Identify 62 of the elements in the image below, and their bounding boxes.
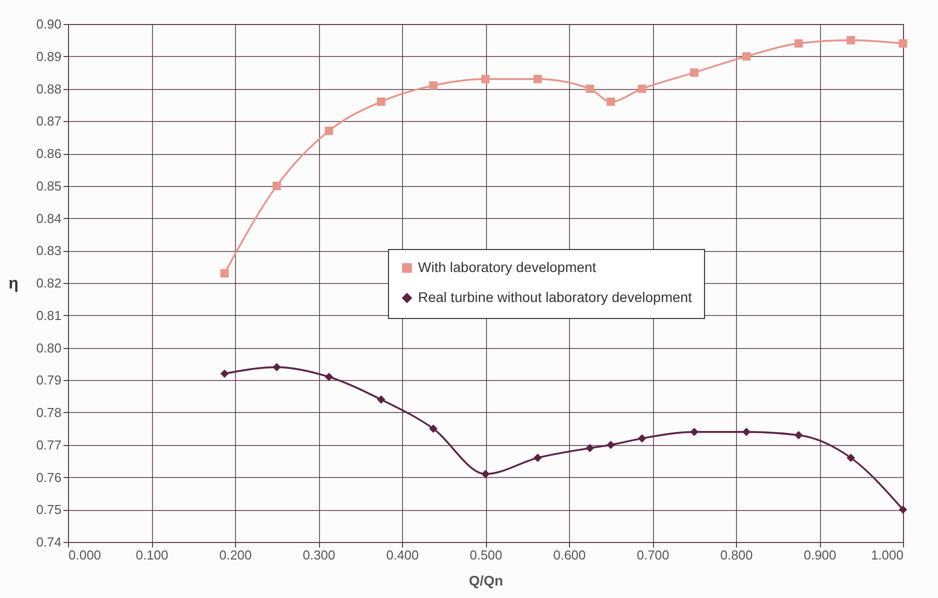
y-axis-title: η [8,276,18,292]
legend-label: With laboratory development [418,259,596,275]
point [481,74,490,84]
point [794,39,803,48]
point [846,454,855,462]
x-axis-title: Q/Qn [468,572,504,588]
point [429,81,438,90]
point [606,98,615,106]
point [534,454,542,462]
x-tick-label: 0.000 [68,548,102,562]
x-tick-label: 0.700 [636,548,670,562]
point [898,39,908,48]
y-tick-label: 0.87 [36,114,62,129]
point [272,182,281,190]
point [742,428,751,436]
y-tick-label: 0.80 [36,340,62,356]
x-tick-label: 0.600 [553,548,586,562]
y-tick-label: 0.82 [36,276,62,290]
y-tick-label: 0.81 [36,308,62,323]
y-tick-label: 0.89 [36,48,62,64]
point [898,505,908,514]
point [324,126,334,136]
y-tick-label: 0.88 [36,81,62,96]
point [690,428,698,436]
y-tick-label: 0.74 [36,534,62,550]
y-tick-label: 0.86 [36,146,62,161]
point [220,369,229,378]
point [690,68,698,77]
x-tick-label: 0.900 [804,548,836,562]
y-tick-label: 0.76 [36,470,62,485]
y-tick-label: 0.84 [36,210,62,226]
point [481,470,490,478]
point [586,84,594,93]
x-tick-label: 0.100 [136,548,168,562]
point [742,52,751,61]
point [272,362,281,372]
x-tick-label: 0.800 [720,548,753,562]
point [638,434,646,443]
point [606,440,615,450]
point [429,424,438,433]
point [376,395,386,404]
x-tick-label: 0.200 [219,548,252,562]
point [534,74,542,84]
point [586,444,594,452]
y-tick-label: 0.90 [36,16,62,32]
y-tick-label: 0.85 [36,178,62,194]
point [846,36,855,44]
y-tick-label: 0.75 [36,502,62,518]
y-tick-label: 0.83 [36,243,62,258]
x-tick-label: 1.000 [870,548,904,562]
y-tick-label: 0.78 [36,405,62,420]
y-tick-label: 0.77 [36,437,62,452]
point [324,372,334,382]
x-tick-label: 0.400 [386,548,419,562]
point [794,430,803,440]
legend-label: Real turbine without laboratory development [418,289,692,305]
x-tick-label: 0.500 [470,548,502,562]
y-tick-label: 0.79 [36,372,62,388]
x-tick-label: 0.300 [302,548,336,562]
point [220,269,229,278]
point [376,98,386,106]
point [638,84,646,93]
